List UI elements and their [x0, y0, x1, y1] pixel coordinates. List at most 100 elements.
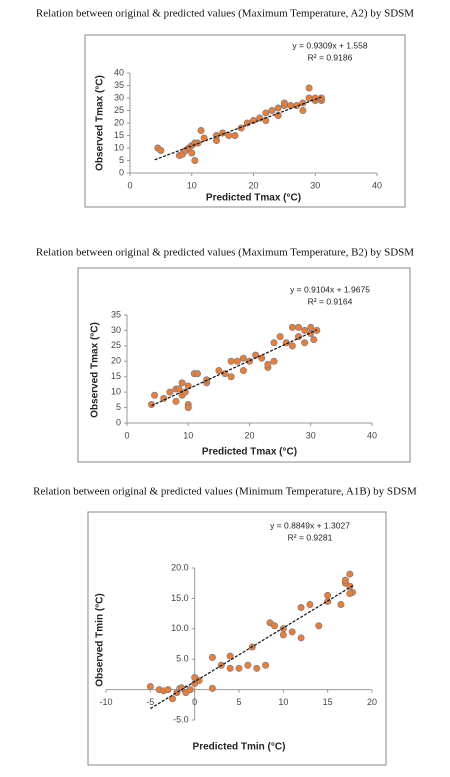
x-tick-label: 30 — [306, 430, 316, 440]
y-tick-label: 15.0 — [171, 593, 189, 603]
point — [175, 385, 183, 393]
point — [299, 107, 307, 115]
point — [315, 622, 323, 630]
point — [279, 625, 287, 633]
y-tick-label: 10.0 — [171, 623, 189, 633]
x-tick-label: 10 — [187, 180, 197, 190]
x-tick-label: 10 — [183, 430, 193, 440]
x-tick-label: 20 — [248, 180, 258, 190]
y-axis-title: Observed Tmax (°C) — [95, 75, 106, 171]
y-tick-label: 0 — [116, 417, 121, 427]
r-squared: R² = 0.9186 — [308, 52, 353, 62]
point — [294, 323, 302, 331]
equation: y = 0.9104x + 1.9675 — [290, 284, 370, 294]
point — [256, 114, 264, 122]
point — [253, 664, 261, 672]
y-tick-label: 40 — [114, 67, 124, 77]
point — [337, 600, 345, 608]
x-tick-label: 40 — [372, 180, 382, 190]
point — [287, 102, 295, 110]
x-axis-title: Predicted Tmax (°C) — [206, 193, 301, 204]
point — [270, 339, 278, 347]
y-tick-label: 5.0 — [176, 654, 189, 664]
point — [227, 357, 235, 365]
point — [195, 676, 203, 684]
x-tick-label: -5 — [146, 697, 154, 707]
x-axis-title: Predicted Tmin (°C) — [193, 742, 286, 753]
point — [288, 323, 296, 331]
x-tick-label: 10 — [278, 697, 288, 707]
r-squared: R² = 0.9164 — [308, 296, 353, 306]
point — [262, 661, 270, 669]
point — [274, 112, 282, 120]
point — [294, 333, 302, 341]
y-tick-label: 30 — [114, 92, 124, 102]
x-tick-label: 0 — [124, 430, 129, 440]
point — [262, 109, 270, 117]
y-tick-label: 0 — [119, 167, 124, 177]
point — [299, 99, 307, 107]
chart-caption: Relation between original & predicted va… — [36, 247, 414, 259]
point — [346, 570, 354, 578]
point — [301, 339, 309, 347]
point — [233, 357, 241, 365]
point — [270, 622, 278, 630]
y-tick-label: 5 — [119, 155, 124, 165]
point — [279, 631, 287, 639]
y-tick-label: 20.0 — [171, 562, 189, 572]
y-tick-label: -5.0 — [173, 714, 189, 724]
point — [188, 149, 196, 157]
x-tick-label: 40 — [367, 430, 377, 440]
point — [157, 147, 165, 155]
x-tick-label: 0 — [192, 697, 197, 707]
point — [186, 686, 194, 694]
point — [307, 323, 315, 331]
point — [235, 664, 243, 672]
point — [310, 336, 318, 344]
y-tick-label: 15 — [114, 130, 124, 140]
point — [324, 591, 332, 599]
y-tick-label: 25 — [111, 340, 121, 350]
chart-caption: Relation between original & predicted va… — [33, 486, 417, 498]
point — [288, 628, 296, 636]
x-tick-label: 20 — [244, 430, 254, 440]
point — [297, 604, 305, 612]
y-tick-label: 25 — [114, 105, 124, 115]
point — [231, 132, 239, 140]
point — [264, 360, 272, 368]
point — [226, 652, 234, 660]
y-axis-title: Observed Tmin (°C) — [95, 593, 106, 686]
point — [169, 695, 177, 703]
x-axis-title: Predicted Tmax (°C) — [202, 447, 297, 458]
x-tick-label: 0 — [127, 180, 132, 190]
point — [172, 397, 180, 405]
x-tick-label: 15 — [323, 697, 333, 707]
point — [280, 99, 288, 107]
point — [148, 400, 156, 408]
point — [274, 104, 282, 112]
point — [197, 127, 205, 135]
equation: y = 0.8849x + 1.3027 — [270, 520, 350, 530]
chart-frame — [87, 511, 387, 766]
point — [276, 333, 284, 341]
point — [305, 84, 313, 92]
point — [306, 600, 314, 608]
y-tick-label: 10 — [114, 142, 124, 152]
point — [346, 590, 354, 598]
point — [164, 686, 172, 694]
point — [270, 357, 278, 365]
point — [239, 354, 247, 362]
point — [227, 373, 235, 381]
point — [288, 342, 296, 350]
point — [268, 107, 276, 115]
y-tick-label: 35 — [114, 80, 124, 90]
point — [250, 117, 258, 125]
chart-caption: Relation between original & predicted va… — [36, 8, 414, 20]
point — [244, 661, 252, 669]
y-axis-title: Observed Tmax (°C) — [90, 322, 101, 418]
point — [239, 367, 247, 375]
point — [184, 404, 192, 412]
point — [341, 576, 349, 584]
point — [166, 388, 174, 396]
